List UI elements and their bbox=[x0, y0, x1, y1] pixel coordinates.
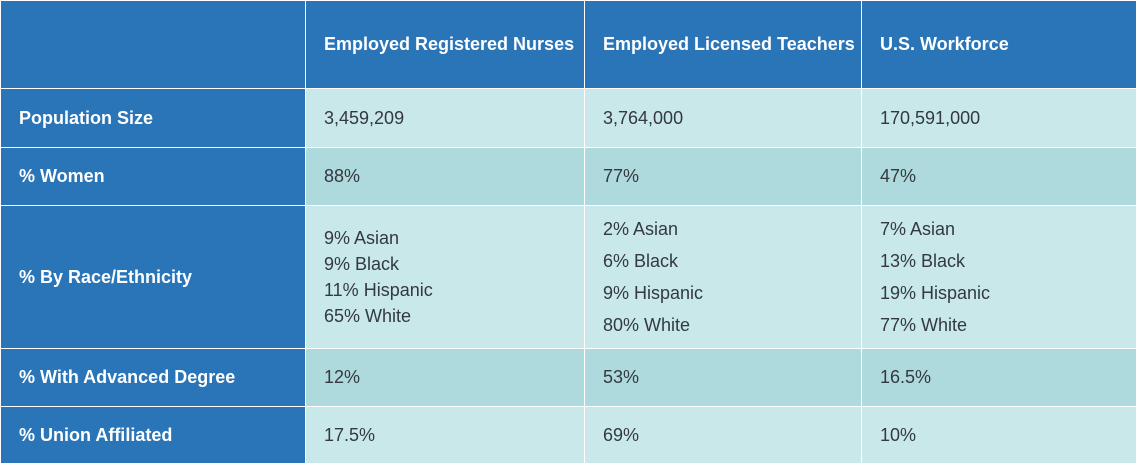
cell-advanced-nurses: 12% bbox=[306, 349, 585, 407]
header-row: Employed Registered Nurses Employed Lice… bbox=[1, 1, 1136, 89]
race-line: 2% Asian bbox=[603, 213, 861, 245]
race-line: 7% Asian bbox=[880, 213, 1136, 245]
corner-cell bbox=[1, 1, 306, 89]
cell-union-nurses: 17.5% bbox=[306, 407, 585, 464]
cell-race-workforce: 7% Asian 13% Black 19% Hispanic 77% Whit… bbox=[862, 206, 1136, 349]
row-header-race: % By Race/Ethnicity bbox=[1, 206, 306, 349]
table-row-advanced-degree: % With Advanced Degree 12% 53% 16.5% bbox=[1, 349, 1136, 407]
cell-race-nurses: 9% Asian 9% Black 11% Hispanic 65% White bbox=[306, 206, 585, 349]
cell-women-teachers: 77% bbox=[585, 148, 862, 206]
race-line: 9% Asian bbox=[324, 225, 584, 251]
race-list-workforce: 7% Asian 13% Black 19% Hispanic 77% Whit… bbox=[880, 213, 1136, 341]
table-row-population: Population Size 3,459,209 3,764,000 170,… bbox=[1, 89, 1136, 148]
race-list-teachers: 2% Asian 6% Black 9% Hispanic 80% White bbox=[603, 213, 861, 341]
race-line: 9% Black bbox=[324, 251, 584, 277]
cell-union-teachers: 69% bbox=[585, 407, 862, 464]
table-row-union: % Union Affiliated 17.5% 69% 10% bbox=[1, 407, 1136, 464]
cell-advanced-workforce: 16.5% bbox=[862, 349, 1136, 407]
cell-population-teachers: 3,764,000 bbox=[585, 89, 862, 148]
race-list-nurses: 9% Asian 9% Black 11% Hispanic 65% White bbox=[324, 225, 584, 329]
row-header-advanced-degree: % With Advanced Degree bbox=[1, 349, 306, 407]
table-row-race: % By Race/Ethnicity 9% Asian 9% Black 11… bbox=[1, 206, 1136, 349]
column-header-workforce: U.S. Workforce bbox=[862, 1, 1136, 89]
row-header-women: % Women bbox=[1, 148, 306, 206]
column-header-teachers: Employed Licensed Teachers bbox=[585, 1, 862, 89]
race-line: 13% Black bbox=[880, 245, 1136, 277]
cell-population-nurses: 3,459,209 bbox=[306, 89, 585, 148]
cell-union-workforce: 10% bbox=[862, 407, 1136, 464]
race-line: 11% Hispanic bbox=[324, 277, 584, 303]
race-line: 80% White bbox=[603, 309, 861, 341]
cell-population-workforce: 170,591,000 bbox=[862, 89, 1136, 148]
cell-women-workforce: 47% bbox=[862, 148, 1136, 206]
column-header-nurses: Employed Registered Nurses bbox=[306, 1, 585, 89]
row-header-union: % Union Affiliated bbox=[1, 407, 306, 464]
race-line: 77% White bbox=[880, 309, 1136, 341]
race-line: 9% Hispanic bbox=[603, 277, 861, 309]
table-row-women: % Women 88% 77% 47% bbox=[1, 148, 1136, 206]
cell-race-teachers: 2% Asian 6% Black 9% Hispanic 80% White bbox=[585, 206, 862, 349]
cell-advanced-teachers: 53% bbox=[585, 349, 862, 407]
race-line: 19% Hispanic bbox=[880, 277, 1136, 309]
row-header-population: Population Size bbox=[1, 89, 306, 148]
race-line: 65% White bbox=[324, 303, 584, 329]
cell-women-nurses: 88% bbox=[306, 148, 585, 206]
race-line: 6% Black bbox=[603, 245, 861, 277]
